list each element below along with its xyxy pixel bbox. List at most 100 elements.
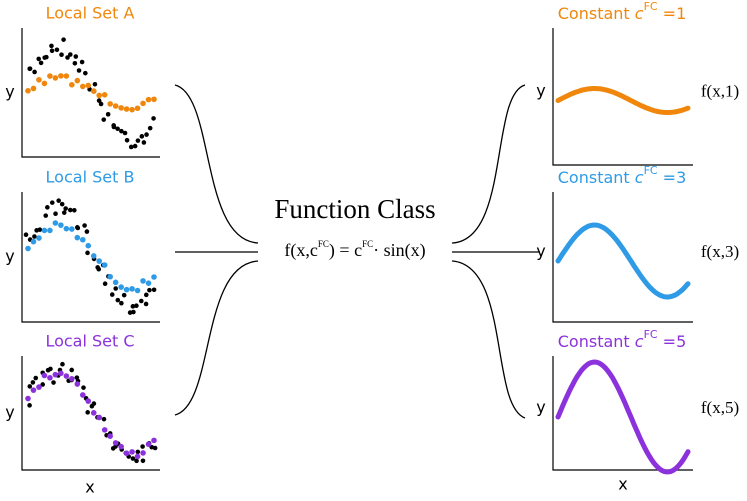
local-point: [85, 242, 92, 249]
local-point: [52, 220, 59, 226]
local-point: [41, 227, 48, 234]
eq-part: f(x,c: [284, 240, 317, 261]
global-point: [96, 266, 102, 272]
set-title: Local Set C: [45, 332, 134, 351]
center-title: Function Class: [274, 194, 435, 224]
local-point: [41, 80, 48, 87]
local-point: [52, 371, 59, 378]
global-point: [53, 211, 58, 217]
global-point: [115, 297, 121, 303]
local-point: [140, 450, 146, 456]
global-point: [91, 401, 97, 406]
global-point: [131, 309, 136, 315]
global-point: [141, 140, 147, 145]
global-point: [128, 144, 134, 150]
global-point: [135, 138, 141, 143]
constant-title: Constant cFC =3: [558, 164, 687, 187]
eq-sup: FC: [362, 239, 373, 249]
constant-title: Constant cFC =5: [558, 328, 687, 351]
global-point: [111, 124, 117, 130]
local-point: [118, 284, 124, 290]
global-point: [73, 54, 79, 59]
local-point: [151, 437, 157, 444]
local-point: [41, 372, 48, 379]
global-point: [139, 298, 144, 304]
local-point: [58, 370, 64, 377]
local-point: [69, 375, 75, 382]
connector: [174, 84, 259, 244]
local-point: [107, 433, 113, 439]
x-label: x: [618, 475, 627, 494]
local-point: [112, 279, 119, 286]
local-point: [47, 374, 53, 381]
local-point: [30, 387, 37, 393]
global-point: [124, 137, 130, 143]
global-point: [49, 48, 55, 54]
local-point: [85, 82, 92, 89]
global-point: [69, 367, 75, 373]
local-point: [69, 226, 75, 232]
global-point: [59, 201, 65, 207]
global-point: [147, 125, 153, 131]
local-point: [90, 88, 97, 94]
global-point: [61, 37, 66, 42]
axes: [552, 192, 693, 323]
global-point: [113, 286, 119, 291]
local-point: [25, 87, 31, 94]
global-point: [85, 410, 90, 415]
global-point: [72, 207, 77, 213]
local-point: [101, 262, 108, 268]
local-point: [47, 227, 53, 234]
local-point: [90, 253, 97, 259]
global-point: [152, 445, 158, 451]
title-var: c: [635, 168, 644, 187]
global-point: [32, 234, 37, 239]
global-point: [49, 43, 54, 49]
global-point: [65, 55, 70, 60]
axes: [21, 28, 160, 158]
local-point: [85, 398, 92, 404]
title-part: =5: [658, 332, 687, 351]
local-point: [134, 105, 141, 112]
title-sup: FC: [644, 0, 658, 13]
local-point: [79, 83, 86, 90]
global-point: [119, 300, 124, 306]
axes: [552, 356, 693, 471]
local-point: [58, 222, 64, 228]
global-point: [143, 301, 149, 307]
global-point: [40, 382, 46, 387]
global-point: [30, 380, 36, 385]
local-point: [52, 75, 59, 81]
global-point: [32, 69, 37, 75]
global-point: [85, 250, 90, 256]
global-point: [76, 68, 82, 73]
local-point: [145, 441, 152, 447]
global-point: [135, 449, 141, 455]
function-curve: [555, 86, 691, 115]
local-point: [151, 96, 157, 103]
local-point: [151, 274, 157, 280]
local-point: [140, 100, 146, 107]
local-point: [118, 105, 124, 111]
local-point: [118, 443, 124, 450]
global-point: [96, 98, 102, 103]
connector: [174, 260, 259, 416]
global-point: [49, 200, 55, 205]
global-point: [115, 126, 120, 132]
global-point: [56, 198, 61, 203]
global-point: [130, 456, 136, 461]
equation: f(x,cFC) = cFC· sin(x): [284, 239, 425, 261]
function-label: f(x,5): [701, 398, 739, 417]
title-part: Constant: [558, 168, 635, 187]
y-label: y: [536, 398, 545, 417]
global-point: [144, 132, 149, 137]
global-point: [140, 458, 146, 464]
global-point: [119, 128, 124, 134]
global-point: [51, 380, 56, 385]
global-point: [83, 70, 88, 76]
eq-part: · sin(x): [373, 240, 426, 261]
local-point: [74, 77, 81, 84]
function-curve: [555, 222, 691, 300]
global-point: [147, 287, 152, 293]
